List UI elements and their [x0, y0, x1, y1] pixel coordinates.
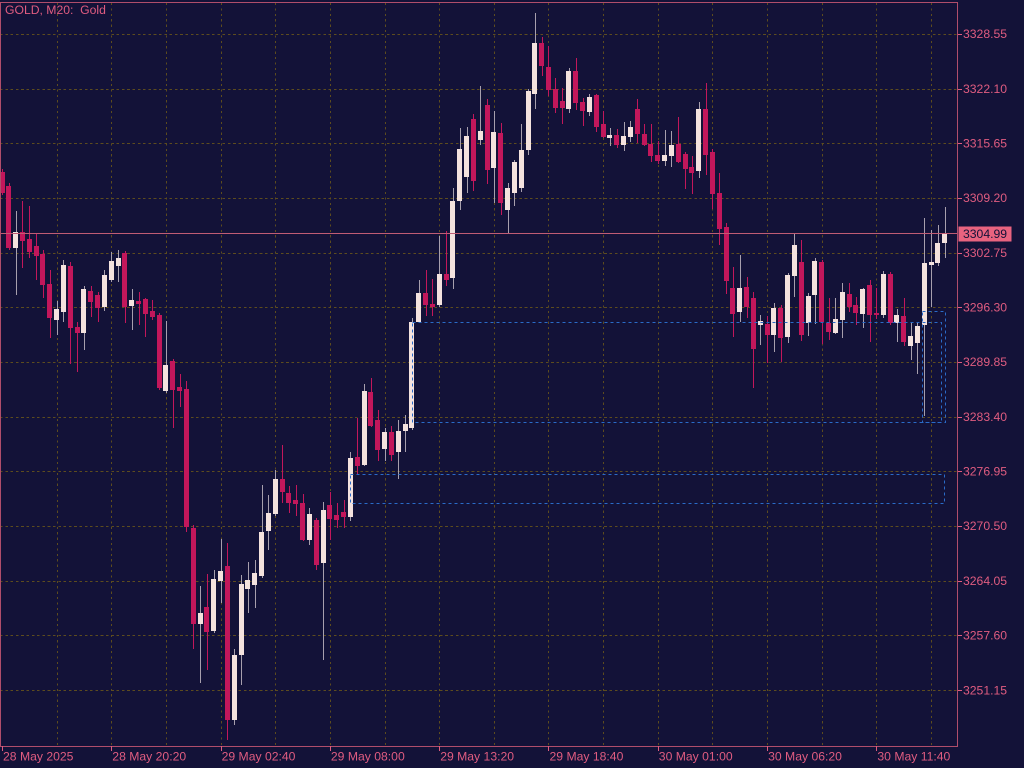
svg-text:3296.30: 3296.30 — [963, 301, 1007, 315]
svg-text:3304.99: 3304.99 — [963, 227, 1007, 241]
svg-text:GOLD, M20: Gold: GOLD, M20: Gold — [5, 3, 106, 17]
svg-text:3315.65: 3315.65 — [963, 136, 1007, 150]
svg-text:30 May 01:00: 30 May 01:00 — [659, 750, 733, 764]
svg-text:3322.10: 3322.10 — [963, 82, 1007, 96]
svg-text:30 May 06:20: 30 May 06:20 — [768, 750, 842, 764]
svg-text:3251.15: 3251.15 — [963, 683, 1007, 697]
svg-text:28 May 20:20: 28 May 20:20 — [112, 750, 186, 764]
svg-text:30 May 11:40: 30 May 11:40 — [877, 750, 950, 764]
svg-text:29 May 08:00: 29 May 08:00 — [331, 750, 405, 764]
svg-text:3283.40: 3283.40 — [963, 410, 1007, 424]
svg-text:3309.20: 3309.20 — [963, 191, 1007, 205]
svg-text:3276.95: 3276.95 — [963, 465, 1007, 479]
svg-text:3289.85: 3289.85 — [963, 355, 1007, 369]
svg-text:29 May 18:40: 29 May 18:40 — [550, 750, 624, 764]
svg-text:3264.05: 3264.05 — [963, 574, 1007, 588]
svg-text:3257.60: 3257.60 — [963, 629, 1007, 643]
svg-text:3328.55: 3328.55 — [963, 27, 1007, 41]
svg-text:3302.75: 3302.75 — [963, 246, 1007, 260]
svg-text:28 May 2025: 28 May 2025 — [3, 750, 74, 764]
svg-text:29 May 13:20: 29 May 13:20 — [440, 750, 514, 764]
svg-text:29 May 02:40: 29 May 02:40 — [222, 750, 296, 764]
svg-text:3270.50: 3270.50 — [963, 519, 1007, 533]
